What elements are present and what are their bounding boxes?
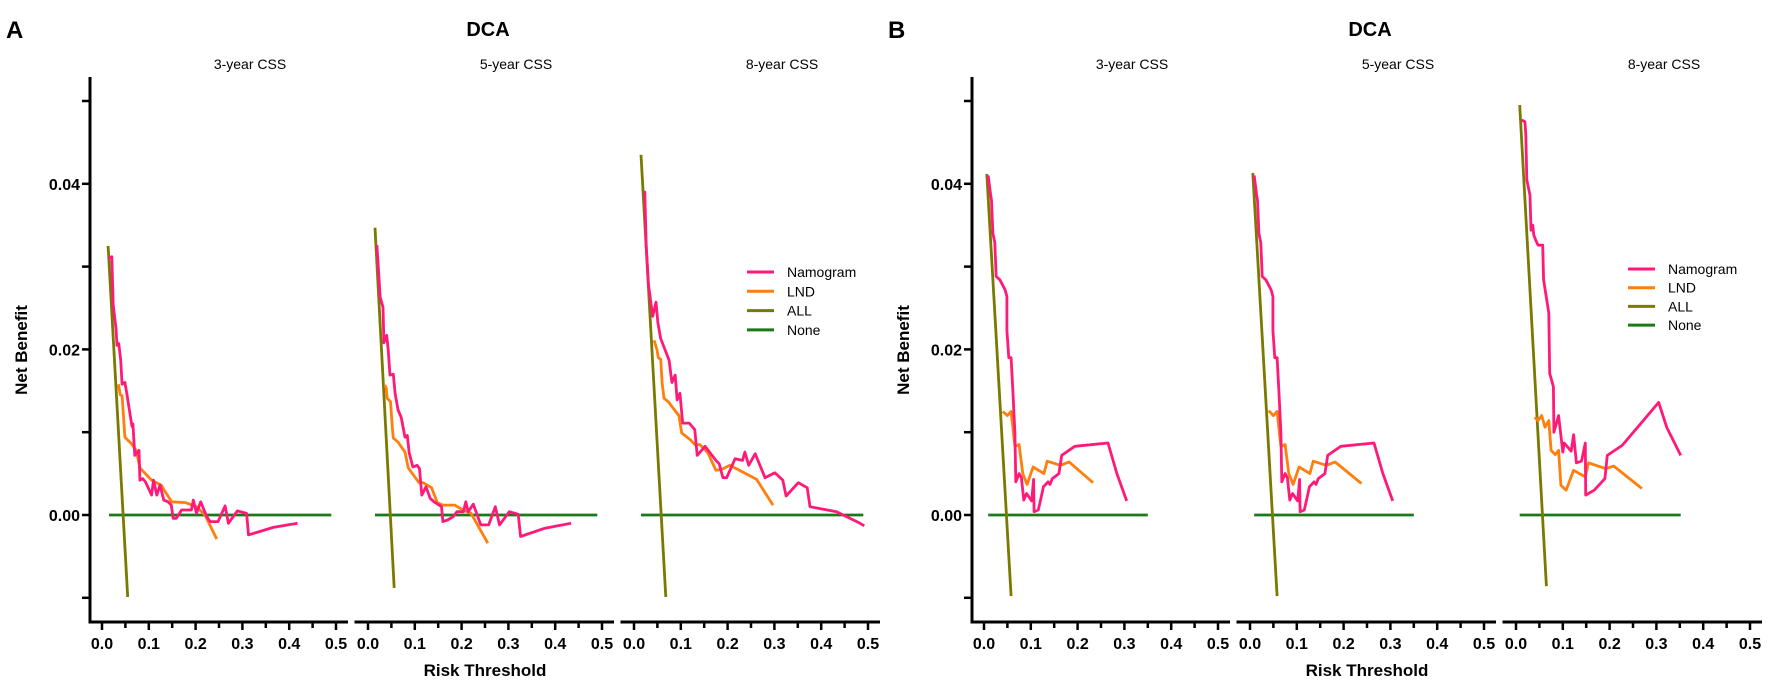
subplot-3-year-css: 3-year CSS 0.0 0.1 0.2 0.3 0.4 0.5 bbox=[88, 56, 348, 653]
x-tick-label: 0.0 bbox=[973, 636, 995, 653]
series-line-all bbox=[985, 173, 1013, 597]
x-tick-label: 0.1 bbox=[670, 636, 692, 653]
x-axis-label: Risk Threshold bbox=[1306, 661, 1429, 680]
legend-label: None bbox=[1668, 317, 1702, 333]
legend-label: Namogram bbox=[787, 264, 856, 280]
x-tick-label: 0.5 bbox=[1207, 636, 1229, 653]
subplot-title: 8-year CSS bbox=[746, 56, 818, 72]
panel-B: B DCA Net Benefit Risk Threshold 0.04 0.02 0.0… bbox=[888, 17, 1762, 680]
x-tick-label: 0.4 bbox=[278, 636, 300, 653]
y-tick-label: 0.00 bbox=[931, 508, 962, 525]
x-tick-label: 0.2 bbox=[450, 636, 472, 653]
x-tick-label: 0.4 bbox=[1426, 636, 1448, 653]
x-tick-label: 0.3 bbox=[763, 636, 785, 653]
x-tick-label: 0.4 bbox=[1692, 636, 1714, 653]
x-tick-label: 0.1 bbox=[404, 636, 426, 653]
subplot-5-year-css: 5-year CSS 0.0 0.1 0.2 0.3 0.4 0.5 bbox=[1236, 56, 1496, 653]
x-tick-label: 0.4 bbox=[1160, 636, 1182, 653]
legend: Namogram LND ALL None bbox=[747, 264, 856, 338]
series-line-namogram bbox=[107, 255, 298, 537]
x-tick-label: 0.1 bbox=[138, 636, 160, 653]
x-axis-label: Risk Threshold bbox=[424, 661, 547, 680]
series-line-namogram bbox=[643, 190, 866, 528]
x-tick-label: 0.0 bbox=[357, 636, 379, 653]
x-tick-label: 0.3 bbox=[1113, 636, 1135, 653]
panel-label: B bbox=[888, 17, 905, 44]
series-line-namogram bbox=[986, 175, 1129, 514]
subplot-3-year-css: 3-year CSS 0.0 0.1 0.2 0.3 0.4 0.5 bbox=[970, 56, 1230, 653]
legend-label: None bbox=[787, 322, 821, 338]
y-tick-label: 0.00 bbox=[49, 508, 80, 525]
series-line-all bbox=[1251, 172, 1279, 597]
subplot-title: 8-year CSS bbox=[1628, 56, 1700, 72]
x-tick-label: 0.0 bbox=[623, 636, 645, 653]
legend: Namogram LND ALL None bbox=[1628, 261, 1737, 333]
y-axis-label: Net Benefit bbox=[894, 305, 913, 395]
x-tick-label: 0.1 bbox=[1286, 636, 1308, 653]
x-tick-label: 0.2 bbox=[1066, 636, 1088, 653]
x-tick-label: 0.2 bbox=[1332, 636, 1354, 653]
x-tick-label: 0.0 bbox=[91, 636, 113, 653]
chart-title: DCA bbox=[466, 19, 509, 41]
series-line-lnd bbox=[1533, 414, 1643, 492]
subplot-title: 3-year CSS bbox=[1096, 56, 1168, 72]
series-line-namogram bbox=[1520, 118, 1682, 497]
y-tick-label: 0.02 bbox=[49, 342, 80, 359]
x-tick-label: 0.0 bbox=[1505, 636, 1527, 653]
x-tick-label: 0.5 bbox=[857, 636, 879, 653]
x-tick-label: 0.5 bbox=[1739, 636, 1761, 653]
series-line-namogram bbox=[375, 245, 572, 538]
legend-label: ALL bbox=[787, 303, 812, 319]
x-tick-label: 0.1 bbox=[1552, 636, 1574, 653]
panel-label: A bbox=[6, 17, 23, 44]
x-tick-label: 0.2 bbox=[716, 636, 738, 653]
legend-label: LND bbox=[1668, 280, 1696, 296]
x-tick-label: 0.0 bbox=[1239, 636, 1261, 653]
x-tick-label: 0.3 bbox=[1379, 636, 1401, 653]
series-line-namogram bbox=[1252, 175, 1395, 514]
x-tick-label: 0.2 bbox=[184, 636, 206, 653]
subplot-title: 3-year CSS bbox=[214, 56, 286, 72]
x-tick-label: 0.1 bbox=[1020, 636, 1042, 653]
x-tick-label: 0.3 bbox=[1645, 636, 1667, 653]
chart-title: DCA bbox=[1348, 19, 1391, 41]
subplot-8-year-css: 8-year CSS 0.0 0.1 0.2 0.3 0.4 0.5 bbox=[620, 56, 880, 653]
y-tick-label: 0.04 bbox=[931, 177, 962, 194]
series-line-all bbox=[1518, 105, 1548, 587]
x-tick-label: 0.5 bbox=[591, 636, 613, 653]
y-tick-label: 0.04 bbox=[49, 177, 80, 194]
subplot-title: 5-year CSS bbox=[480, 56, 552, 72]
x-tick-label: 0.3 bbox=[231, 636, 253, 653]
panel-A: A DCA Net Benefit Risk Threshold 0.04 0.02 0.0… bbox=[6, 17, 880, 680]
legend-label: ALL bbox=[1668, 298, 1693, 314]
subplot-5-year-css: 5-year CSS 0.0 0.1 0.2 0.3 0.4 0.5 bbox=[354, 56, 614, 653]
series-line-lnd bbox=[383, 384, 490, 544]
subplot-8-year-css: 8-year CSS 0.0 0.1 0.2 0.3 0.4 0.5 bbox=[1502, 56, 1762, 653]
subplot-title: 5-year CSS bbox=[1362, 56, 1434, 72]
series-line-lnd bbox=[652, 339, 775, 506]
x-tick-label: 0.2 bbox=[1598, 636, 1620, 653]
y-axis-label: Net Benefit bbox=[12, 305, 31, 395]
x-tick-label: 0.4 bbox=[544, 636, 566, 653]
y-tick-label: 0.02 bbox=[931, 342, 962, 359]
x-tick-label: 0.5 bbox=[325, 636, 347, 653]
legend-label: LND bbox=[787, 283, 815, 299]
legend-label: Namogram bbox=[1668, 261, 1737, 277]
x-tick-label: 0.4 bbox=[810, 636, 832, 653]
x-tick-label: 0.5 bbox=[1473, 636, 1495, 653]
series-line-all bbox=[106, 245, 130, 598]
x-tick-label: 0.3 bbox=[497, 636, 519, 653]
